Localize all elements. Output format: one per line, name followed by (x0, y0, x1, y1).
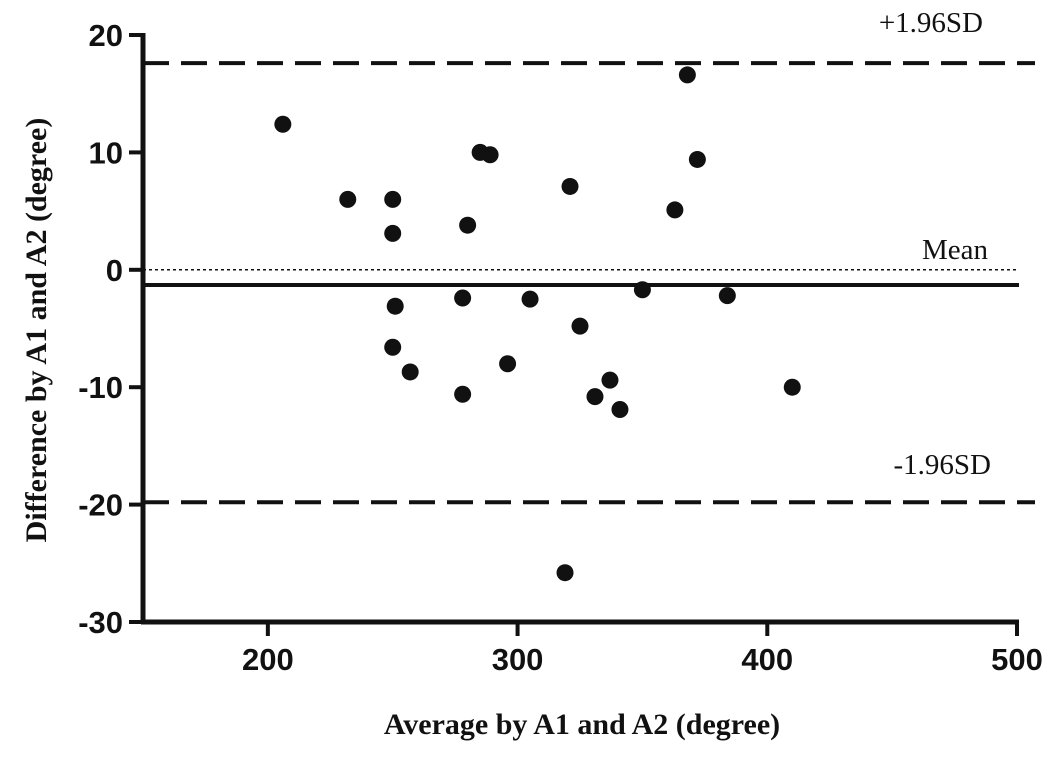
x-tick-label: 300 (492, 642, 544, 677)
data-point (688, 150, 706, 168)
x-axis-title: Average by A1 and A2 (degree) (384, 708, 780, 741)
data-point (459, 216, 477, 234)
x-tick-label: 500 (991, 642, 1043, 677)
data-point (561, 177, 579, 195)
data-point (633, 281, 651, 299)
ticks: -30 -20 -10 0 10 20 200 300 400 500 (78, 18, 1043, 677)
data-point (401, 363, 419, 381)
data-point (521, 290, 539, 308)
y-tick-label: -30 (78, 605, 123, 640)
data-point (481, 146, 499, 164)
data-point (678, 66, 696, 84)
y-tick-label: 10 (89, 135, 123, 170)
data-point (454, 289, 472, 307)
data-point (586, 388, 604, 406)
data-point (611, 401, 629, 419)
lower-limit-label: -1.96SD (894, 449, 991, 481)
y-tick-label: 20 (89, 18, 123, 53)
data-point (601, 371, 619, 389)
reference-lines (143, 61, 1035, 505)
mean-label: Mean (922, 234, 989, 266)
data-point (718, 287, 736, 305)
data-point (556, 564, 574, 582)
data-point (384, 224, 402, 242)
x-tick-label: 200 (242, 642, 294, 677)
data-point (339, 190, 357, 208)
data-point (384, 338, 402, 356)
data-points (274, 66, 801, 582)
y-axis-title: Difference by A1 and A2 (degree) (20, 118, 53, 543)
data-point (384, 190, 402, 208)
data-point (666, 201, 684, 219)
y-tick-label: -10 (78, 370, 123, 405)
data-point (499, 355, 517, 373)
data-point (454, 385, 472, 403)
y-tick-label: 0 (106, 253, 123, 288)
axes (140, 33, 1019, 625)
data-point (783, 378, 801, 396)
data-point (571, 317, 589, 335)
upper-limit-label: +1.96SD (879, 7, 983, 39)
x-tick-label: 400 (741, 642, 793, 677)
y-tick-label: -20 (78, 488, 123, 523)
data-point (274, 115, 292, 133)
data-point (386, 297, 404, 315)
